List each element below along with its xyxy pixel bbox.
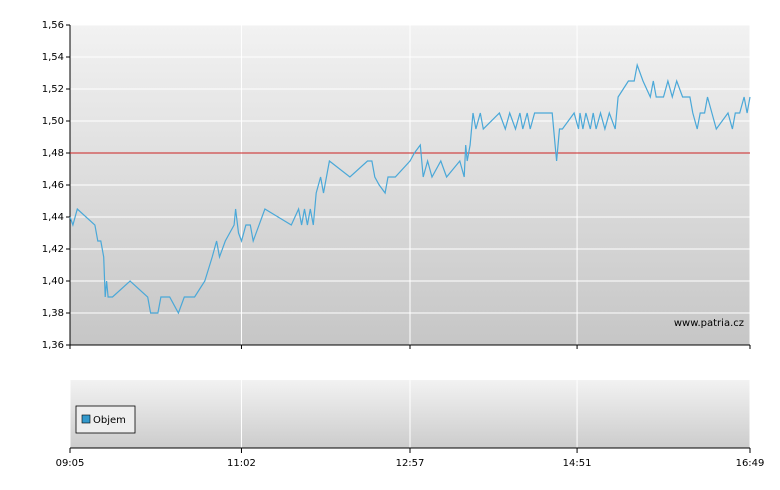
y-tick-label: 1,48 (42, 148, 64, 159)
legend-swatch (81, 414, 91, 424)
x-tick-label: 14:51 (563, 458, 592, 469)
legend-label: Objem (93, 415, 126, 426)
x-tick-label: 12:57 (396, 458, 425, 469)
y-tick-label: 1,54 (42, 52, 64, 63)
y-tick-label: 1,36 (42, 340, 64, 351)
x-tick-label: 11:02 (227, 458, 256, 469)
x-tick-label: 09:05 (56, 458, 85, 469)
y-tick-label: 1,40 (42, 276, 64, 287)
y-tick-label: 1,50 (42, 116, 64, 127)
y-tick-label: 1,46 (42, 180, 64, 191)
y-tick-label: 1,42 (42, 244, 64, 255)
price-line (69, 62, 751, 315)
annotation: www.patria.cz (674, 318, 744, 329)
y-tick-label: 1,56 (42, 20, 64, 31)
x-tick-label: 16:49 (736, 458, 765, 469)
y-tick-label: 1,52 (42, 84, 64, 95)
y-tick-label: 1,44 (42, 212, 64, 223)
y-tick-label: 1,38 (42, 308, 64, 319)
